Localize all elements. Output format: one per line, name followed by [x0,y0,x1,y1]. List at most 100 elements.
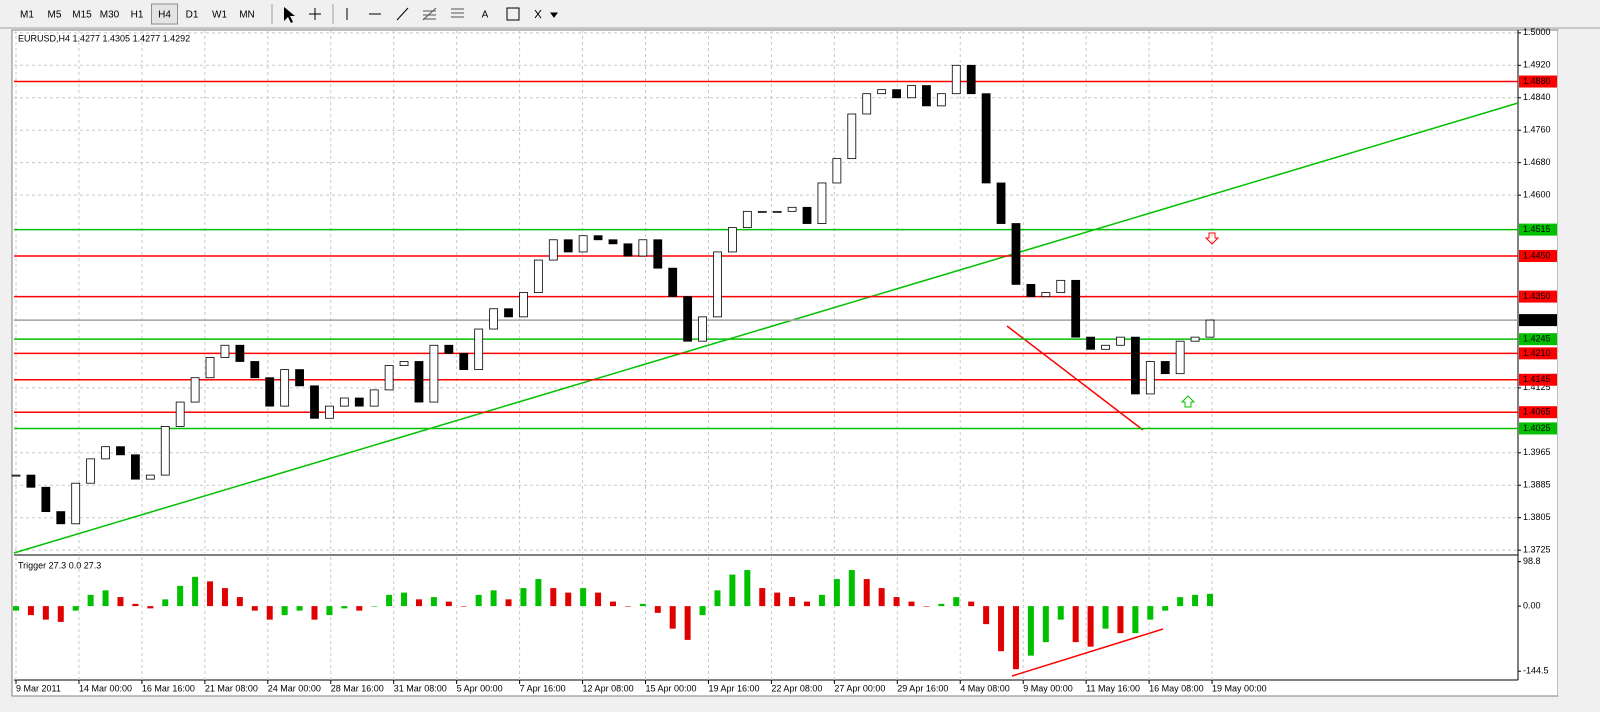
candle [250,361,260,379]
channel-tool[interactable] [451,8,464,18]
timeframe-button[interactable]: M15 [72,10,92,21]
x-tick-label: 7 Apr 16:00 [520,683,566,693]
histogram-bar [729,574,736,607]
timeframe-button[interactable]: W1 [212,10,227,21]
candle [578,235,588,253]
candle [56,511,66,525]
level-label-box [1519,75,1557,88]
timeframe-button[interactable]: MN [239,10,255,21]
candle [936,93,946,107]
buy-arrow [1180,395,1196,408]
histogram-bar [296,606,303,611]
x-tick-label: 19 Apr 16:00 [708,683,759,693]
candle [981,93,991,184]
histogram-bar [1162,606,1169,611]
histogram-bar [147,606,154,609]
candle [325,405,334,419]
candle [623,243,633,257]
histogram-bar [968,601,975,607]
candle [713,251,722,318]
x-tick-label: 27 Apr 00:00 [834,683,885,693]
candle [116,446,125,456]
y-tick-label: 1.3965 [1523,447,1551,457]
x-tick-label: 9 Mar 2011 [16,683,61,693]
candle [519,292,528,318]
trend-line [13,102,1519,554]
timeframe-button[interactable]: M1 [20,10,34,21]
x-tick-label: 19 May 00:00 [1212,683,1267,693]
histogram-bar [863,579,870,607]
candle [996,182,1006,224]
x-tick-label: 16 May 08:00 [1149,683,1204,693]
divergence-line [1011,628,1164,677]
candle [638,239,648,257]
level-label-box [1519,290,1557,303]
candle [11,474,21,477]
candle [698,316,707,342]
histogram-bar [27,606,34,616]
histogram-bar [117,597,124,607]
histogram-bar [654,606,661,613]
histogram-bar [1117,606,1124,634]
label-tool[interactable] [506,7,520,21]
text-tool[interactable]: A [482,10,489,21]
histogram-bar [236,597,243,607]
timeframe-button[interactable]: M5 [48,10,62,21]
histogram-bar [490,590,497,607]
timeframe-button[interactable]: H1 [131,10,144,21]
candle [862,93,872,115]
histogram-bar [774,592,781,607]
level-label-box [1519,406,1557,419]
histogram-bar [57,606,64,622]
histogram-bar [102,590,109,607]
candle [295,369,304,387]
arrows-tool[interactable] [534,9,558,19]
fibo-tool[interactable] [422,7,437,21]
candle [847,113,857,160]
histogram-bar [759,588,766,607]
candle [683,296,693,342]
histogram-bar [923,606,930,607]
candle [339,397,349,407]
histogram-bar [1012,606,1019,670]
candle [175,401,185,427]
trendline-tool[interactable] [396,7,409,21]
candle [489,308,499,330]
histogram-bar [684,606,691,640]
x-tick-label: 22 Apr 08:00 [771,683,822,693]
candle [1175,340,1185,375]
candle [772,210,782,213]
level-label-box [1519,422,1557,435]
candle [608,239,618,245]
histogram-bar [1132,606,1139,634]
histogram-bar [445,601,452,607]
active-button [151,3,178,25]
candle [384,365,394,391]
candle [832,158,842,184]
candle [160,426,170,476]
candle [907,85,916,99]
cursor-tool[interactable] [284,7,295,23]
candle [474,328,484,371]
histogram-bar [192,576,199,607]
histogram-bar [1177,597,1184,607]
histogram-bar [669,606,676,629]
candle [459,352,469,371]
timeframe-button[interactable]: M30 [100,10,120,21]
candle [235,344,245,362]
level-label-box [1519,223,1557,236]
candle [951,64,961,95]
timeframe-button[interactable]: D1 [186,10,199,21]
histogram-bar [699,606,706,616]
timeframe-button[interactable]: H4 [158,10,171,21]
crosshair-tool[interactable] [309,8,321,20]
candle [1026,283,1036,297]
window-edge [1558,30,1600,696]
candle [1130,336,1140,395]
candle [429,344,439,403]
candle [190,377,200,403]
histogram-bar [565,592,572,607]
y-tick-label: 1.4760 [1523,125,1551,135]
histogram-bar [415,599,422,607]
